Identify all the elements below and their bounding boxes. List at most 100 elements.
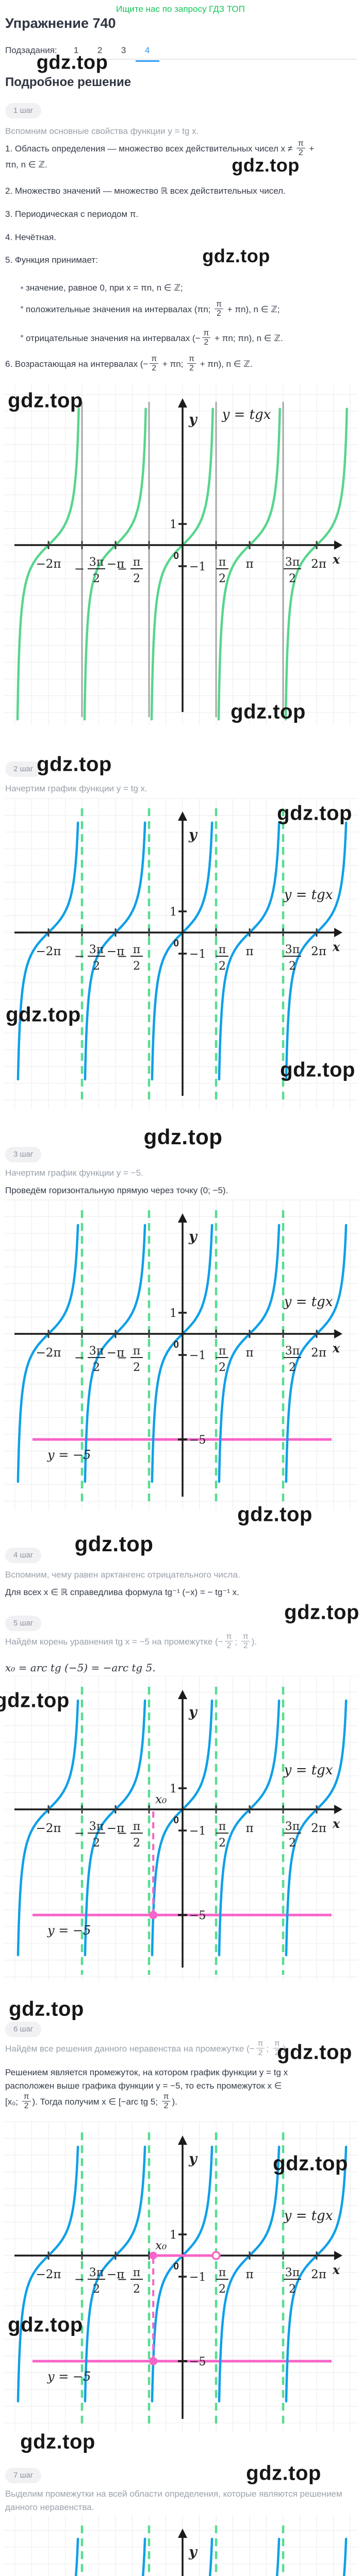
tab-3[interactable]: 3 <box>121 45 126 55</box>
svg-text:2: 2 <box>289 960 296 973</box>
svg-text:y: y <box>188 1704 198 1720</box>
watermark: gdz.top <box>280 1058 355 1081</box>
step-3-badge: 3 шаг <box>5 1147 42 1162</box>
svg-text:y = −5: y = −5 <box>47 1923 91 1938</box>
svg-text:−π: −π <box>107 1822 124 1835</box>
svg-text:0: 0 <box>173 1815 179 1826</box>
svg-text:y: y <box>188 412 198 428</box>
step-3-note: Проведём горизонтальную прямую через точ… <box>5 1185 228 1195</box>
watermark: gdz.top <box>37 753 112 776</box>
svg-text:y = tgx: y = tgx <box>284 2208 333 2224</box>
property-5: 5. Функция принимает: <box>5 255 98 265</box>
svg-text:−5: −5 <box>189 2355 206 2368</box>
watermark: gdz.top <box>74 1532 154 1556</box>
svg-text:0: 0 <box>173 938 179 949</box>
svg-text:π: π <box>133 943 140 956</box>
svg-text:2: 2 <box>133 572 140 585</box>
step-6-badge: 6 шаг <box>5 2022 42 2037</box>
svg-text:3π: 3π <box>89 2266 104 2279</box>
watermark: gdz.top <box>20 2430 95 2453</box>
svg-text:2: 2 <box>219 1837 226 1850</box>
svg-text:2: 2 <box>219 960 226 973</box>
step-1-badge: 1 шаг <box>5 103 42 118</box>
graph-2-tg-plot: 0 1 −1 −2π 3π 2− −π π 2− π 2 π 3π 2 2π y x y = tgx <box>0 797 361 1110</box>
svg-text:2: 2 <box>219 572 226 585</box>
svg-text:x: x <box>332 1816 340 1831</box>
tab-4-active[interactable]: 4 <box>135 45 159 62</box>
property-4: 4. Нечётная. <box>5 232 56 242</box>
property-5-bullet-3: отрицательные значения на интервалах (− π… <box>5 329 357 348</box>
svg-text:y: y <box>188 827 198 843</box>
page-title: Упражнение 740 <box>5 15 116 31</box>
svg-text:−π: −π <box>107 945 124 958</box>
watermark: gdz.top <box>6 1003 81 1026</box>
svg-text:y = tgx: y = tgx <box>284 1762 333 1778</box>
step-3-text: Начертим график функции y = −5. <box>5 1168 143 1178</box>
svg-text:−π: −π <box>107 1346 124 1360</box>
svg-text:π: π <box>219 556 226 569</box>
asymptotes <box>81 402 284 717</box>
svg-text:x₀: x₀ <box>155 2239 167 2252</box>
promo-link[interactable]: Ищите нас по запросу ГДЗ ТОП <box>116 4 245 14</box>
watermark: gdz.top <box>237 1503 313 1526</box>
step-1-intro: Вспомним основные свойства функции y = t… <box>5 126 199 136</box>
watermark: gdz.top <box>36 52 108 74</box>
svg-text:π: π <box>245 1822 253 1835</box>
subtask-tabs: Подзадания: 1 2 3 4 <box>5 45 159 62</box>
tangent-curves <box>17 821 348 1081</box>
svg-text:−1: −1 <box>189 1349 206 1362</box>
asymptotes <box>80 1687 285 1975</box>
svg-text:−2π: −2π <box>36 945 61 958</box>
svg-text:x: x <box>332 552 340 567</box>
step-2-text: Начертим график функции y = tg x. <box>5 784 147 793</box>
svg-text:1: 1 <box>170 2229 177 2242</box>
svg-text:−: − <box>117 562 127 576</box>
svg-text:1: 1 <box>170 1307 177 1320</box>
step-6-text: Найдём все решения данного неравенства н… <box>5 2039 288 2058</box>
svg-text:2: 2 <box>289 572 296 585</box>
property-5-bullet-2: положительные значения на интервалах (πn… <box>5 300 357 319</box>
svg-text:2: 2 <box>289 1361 296 1374</box>
svg-text:1: 1 <box>170 906 177 919</box>
watermark: gdz.top <box>231 700 306 723</box>
svg-text:1: 1 <box>170 518 177 531</box>
svg-text:2π: 2π <box>311 1822 326 1835</box>
svg-text:−5: −5 <box>189 1909 206 1922</box>
tangent-curves <box>17 1699 348 1957</box>
graph-1-tg-properties: 0 1 −1 −2π 3π 2− −π π 2− π 2 π 3π 2 2π y x y = tgx <box>0 384 361 726</box>
graph-4-tg-root-x0: −5 y = −5 0 1 −1 −2π 3π 2− −π π 2− π 2 π 3π 2 2π y x y = tg… <box>0 1675 361 1982</box>
watermark: gdz.top <box>277 802 352 825</box>
svg-text:−: − <box>117 949 127 963</box>
svg-text:2: 2 <box>219 1361 226 1374</box>
svg-text:−2π: −2π <box>36 557 61 571</box>
svg-text:−2π: −2π <box>36 1822 61 1835</box>
tab-2[interactable]: 2 <box>97 45 103 55</box>
svg-text:x: x <box>332 939 340 954</box>
step-4-badge: 4 шаг <box>5 1548 42 1563</box>
svg-text:−: − <box>74 1350 85 1365</box>
svg-text:2: 2 <box>133 2283 140 2296</box>
svg-text:2: 2 <box>219 2283 226 2296</box>
bullet-dot <box>21 286 23 289</box>
watermark: gdz.top <box>9 1997 84 2021</box>
svg-text:2: 2 <box>93 1837 100 1850</box>
step-2-badge: 2 шаг <box>5 761 42 777</box>
graph-3-tg-with-line-y-5: −5 y = −5 0 1 −1 −2π 3π 2− −π π 2− π 2 π 3π 2 2π y x y = tg… <box>0 1199 361 1511</box>
svg-text:3π: 3π <box>285 1820 300 1833</box>
svg-text:−: − <box>74 949 85 963</box>
watermark: gdz.top <box>284 1601 359 1624</box>
svg-text:3π: 3π <box>89 1345 104 1358</box>
svg-text:2π: 2π <box>311 2268 326 2281</box>
property-1: 1. Область определения — множество всех … <box>5 139 315 170</box>
watermark: gdz.top <box>232 155 300 176</box>
svg-text:2: 2 <box>289 2283 296 2296</box>
tab-1[interactable]: 1 <box>73 45 79 55</box>
svg-text:π: π <box>133 556 140 569</box>
svg-text:π: π <box>245 557 253 571</box>
svg-text:−π: −π <box>107 2268 124 2281</box>
watermark: gdz.top <box>246 2462 321 2485</box>
svg-text:−1: −1 <box>189 561 206 573</box>
svg-text:−1: −1 <box>189 2271 206 2284</box>
svg-text:y: y <box>188 1229 198 1245</box>
